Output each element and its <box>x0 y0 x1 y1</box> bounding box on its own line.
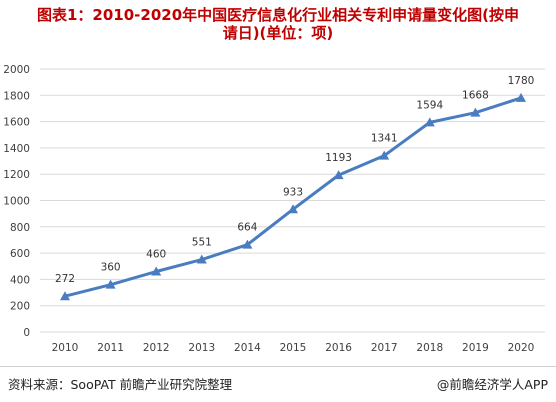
y-tick-label-800: 800 <box>10 222 30 234</box>
y-tick-label-1600: 1600 <box>3 117 30 129</box>
data-point-2019 <box>470 107 481 117</box>
x-tick-label-2014: 2014 <box>234 342 261 354</box>
data-label-2019: 1668 <box>462 90 489 102</box>
y-tick-label-1400: 1400 <box>3 143 30 155</box>
x-tick-label-2019: 2019 <box>462 342 489 354</box>
data-label-2011: 360 <box>101 262 121 274</box>
data-label-2018: 1594 <box>416 99 443 111</box>
line-chart: 0 200 400 600 800 1000 1200 1400 1600 1800 2000 201… <box>3 64 545 354</box>
data-point-2013 <box>196 254 207 264</box>
data-point-2017 <box>379 150 390 160</box>
data-point-2020 <box>516 92 526 102</box>
y-tick-label-1200: 1200 <box>3 169 30 181</box>
brand-credit: @前瞻经济学人APP <box>436 377 548 392</box>
data-point-2011 <box>105 279 116 289</box>
x-tick-label-2020: 2020 <box>508 342 535 354</box>
data-label-2012: 460 <box>146 249 166 261</box>
x-tick-label-2013: 2013 <box>188 342 215 354</box>
x-tick-label-2016: 2016 <box>325 342 352 354</box>
data-label-2014: 664 <box>237 222 257 234</box>
data-label-2013: 551 <box>192 237 212 249</box>
data-label-2017: 1341 <box>371 133 398 145</box>
y-tick-label-600: 600 <box>10 248 30 260</box>
data-point-2012 <box>151 266 162 276</box>
x-tick-label-2018: 2018 <box>416 342 443 354</box>
data-point-2016 <box>333 170 344 180</box>
data-point-2010 <box>60 291 70 301</box>
y-tick-label-2000: 2000 <box>3 64 30 76</box>
x-tick-label-2010: 2010 <box>52 342 79 354</box>
source-note: 资料来源：SooPAT 前瞻产业研究院整理 <box>8 377 233 392</box>
data-label-2016: 1193 <box>325 152 352 164</box>
data-point-2014 <box>242 239 253 249</box>
data-label-2020: 1780 <box>508 75 535 87</box>
y-tick-label-1800: 1800 <box>3 90 30 102</box>
x-tick-label-2017: 2017 <box>371 342 398 354</box>
y-tick-label-400: 400 <box>10 274 30 286</box>
data-point-2015 <box>288 204 298 214</box>
chart-title-line-2: 请日)(单位：项) <box>222 24 334 42</box>
data-label-2015: 933 <box>283 186 303 198</box>
data-label-2010: 272 <box>55 273 75 285</box>
data-point-2018 <box>424 117 435 127</box>
x-tick-label-2015: 2015 <box>280 342 307 354</box>
y-tick-label-0: 0 <box>23 327 30 339</box>
chart-title: 图表1：2010-2020年中国医疗信息化行业相关专利申请量变化图(按申 请日)… <box>0 6 556 42</box>
y-tick-label-200: 200 <box>10 301 30 313</box>
x-tick-label-2012: 2012 <box>143 342 170 354</box>
chart-title-line-1: 图表1：2010-2020年中国医疗信息化行业相关专利申请量变化图(按申 <box>36 6 520 24</box>
y-tick-label-1000: 1000 <box>3 196 30 208</box>
x-tick-label-2011: 2011 <box>97 342 124 354</box>
footer-divider <box>0 366 556 367</box>
